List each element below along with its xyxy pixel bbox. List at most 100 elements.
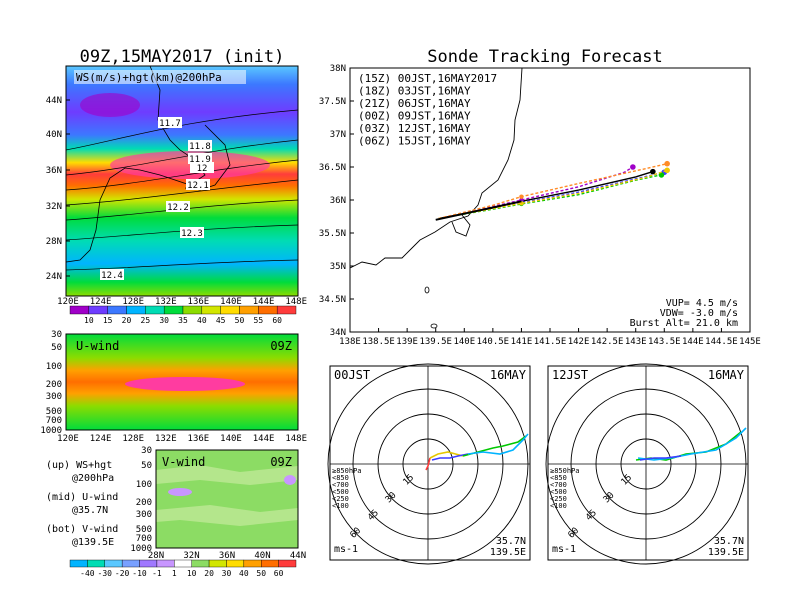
track-endpoint bbox=[658, 172, 665, 178]
v-colorbar-swatch bbox=[243, 559, 262, 568]
ws-colorbar-tick: 45 bbox=[216, 316, 226, 325]
height-contour bbox=[65, 259, 299, 271]
u-lon-tick: 144E bbox=[253, 434, 275, 444]
u-lon-tick: 128E bbox=[122, 434, 144, 444]
v-colorbar-tick: 60 bbox=[274, 569, 284, 578]
ws-colorbar-tick: 10 bbox=[84, 316, 94, 325]
hodo-unit: ms-1 bbox=[552, 544, 576, 555]
u-pressure-tick: 1000 bbox=[40, 426, 62, 436]
track-legend-entry: (15Z) 00JST,16MAY2017 bbox=[358, 72, 497, 85]
track-param: VUP= 4.5 m/s bbox=[666, 298, 738, 309]
track-lat-tick: 35.5N bbox=[319, 229, 346, 239]
track-legend-entry: (18Z) 03JST,16MAY bbox=[358, 85, 471, 98]
v-colorbar-swatch bbox=[121, 559, 140, 568]
ws-colorbar-tick: 15 bbox=[103, 316, 113, 325]
track-endpoint bbox=[664, 167, 670, 174]
track-endpoint bbox=[650, 168, 656, 175]
v-pressure-tick: 1000 bbox=[130, 544, 152, 554]
track-lat-tick: 34N bbox=[330, 328, 346, 338]
hodo-level-legend: <100 bbox=[550, 502, 567, 510]
hodo-level-legend: <700 bbox=[550, 481, 567, 489]
ws-colorbar-swatch bbox=[107, 305, 127, 315]
track-legend-entry: (21Z) 06JST,16MAY bbox=[358, 97, 471, 110]
peninsula-coastline bbox=[451, 214, 471, 237]
hodo-loc: 139.5E bbox=[490, 547, 526, 558]
note-line: (up) WS+hgt bbox=[46, 460, 112, 471]
contour-label-bg bbox=[180, 227, 204, 238]
v-pressure-tick: 300 bbox=[136, 510, 152, 520]
hodo-level-legend: <100 bbox=[332, 502, 349, 510]
island bbox=[430, 323, 438, 329]
track-series-line bbox=[438, 163, 668, 220]
ws-colorbar-swatch bbox=[126, 305, 146, 315]
v-colorbar-tick: 1 bbox=[172, 569, 177, 578]
ws-lon-tick: 144E bbox=[253, 297, 275, 307]
contour-label-bg bbox=[188, 140, 212, 151]
v-colorbar-tick: -30 bbox=[98, 569, 113, 578]
v-lat-tick: 28N bbox=[148, 551, 164, 561]
hodo-trace bbox=[637, 427, 747, 461]
v-lat-tick: 36N bbox=[219, 551, 235, 561]
coastline bbox=[65, 65, 206, 263]
ws-colorbar-tick: 55 bbox=[254, 316, 264, 325]
track-lon-tick: 140E bbox=[453, 337, 475, 347]
ws-lat-tick: 28N bbox=[46, 237, 62, 247]
ws-colorbar-swatch bbox=[201, 305, 221, 315]
note-line: @35.7N bbox=[72, 505, 108, 516]
right-title: Sonde Tracking Forecast bbox=[427, 47, 662, 67]
u-lon-tick: 148E bbox=[285, 434, 307, 444]
track-lon-tick: 141E bbox=[511, 337, 533, 347]
v-colorbar-swatch bbox=[208, 559, 227, 568]
contour-label: 12.2 bbox=[167, 203, 189, 213]
hodo-level-legend: <500 bbox=[550, 488, 567, 496]
v-colorbar-swatch bbox=[226, 559, 245, 568]
u-frame bbox=[65, 333, 299, 431]
track-legend-entry: (00Z) 09JST,16MAY bbox=[358, 110, 471, 123]
v-colorbar-tick: -20 bbox=[115, 569, 130, 578]
u-pressure-tick: 500 bbox=[46, 407, 62, 417]
note-line: (bot) V-wind bbox=[46, 524, 118, 535]
track-lon-tick: 143E bbox=[625, 337, 647, 347]
track-legend-entry: (06Z) 15JST,16MAY bbox=[358, 135, 471, 148]
note-line: @139.5E bbox=[72, 537, 114, 548]
track-lat-tick: 34.5N bbox=[319, 295, 346, 305]
track-lon-tick: 140.5E bbox=[477, 337, 510, 347]
ws-lon-tick: 132E bbox=[155, 297, 177, 307]
island bbox=[424, 286, 430, 294]
contour-label: 12.4 bbox=[101, 271, 123, 281]
v-label: V-wind bbox=[162, 455, 205, 469]
ws-colorbar-tick: 35 bbox=[178, 316, 188, 325]
u-lon-tick: 132E bbox=[155, 434, 177, 444]
hodo-trace bbox=[429, 451, 464, 459]
v-colorbar-swatch bbox=[174, 559, 192, 568]
hodo-loc: 35.7N bbox=[496, 536, 526, 547]
v-lat-tick: 32N bbox=[183, 551, 199, 561]
hodo-level-legend: ≥850hPa bbox=[332, 467, 362, 475]
track-param: Burst Alt= 21.0 km bbox=[630, 318, 738, 329]
v-time: 09Z bbox=[270, 455, 292, 469]
ws-colorbar-swatch bbox=[182, 305, 203, 315]
hodo-date: 16MAY bbox=[490, 368, 527, 382]
ws-lat-tick: 32N bbox=[46, 202, 62, 212]
contour-label: 11.8 bbox=[189, 142, 211, 152]
contour-label-bg bbox=[188, 153, 212, 164]
height-contour bbox=[65, 179, 299, 206]
v-colorbar-tick: 10 bbox=[187, 569, 197, 578]
note-line: (mid) U-wind bbox=[46, 492, 118, 503]
u-label: U-wind bbox=[76, 339, 119, 353]
ws-colorbar-swatch bbox=[69, 305, 90, 315]
v-lat-tick: 44N bbox=[290, 551, 306, 561]
v-pressure-tick: 500 bbox=[136, 525, 152, 535]
track-lon-tick: 141.5E bbox=[534, 337, 567, 347]
v-colorbar-tick: 30 bbox=[222, 569, 232, 578]
ws-lon-tick: 140E bbox=[220, 297, 242, 307]
track-lon-tick: 142.5E bbox=[591, 337, 624, 347]
v-frame bbox=[155, 449, 299, 549]
v-colorbar-swatch bbox=[261, 559, 279, 568]
ws-colorbar-tick: 40 bbox=[197, 316, 207, 325]
v-colorbar-tick: 40 bbox=[239, 569, 249, 578]
hodo-trace bbox=[467, 433, 529, 455]
